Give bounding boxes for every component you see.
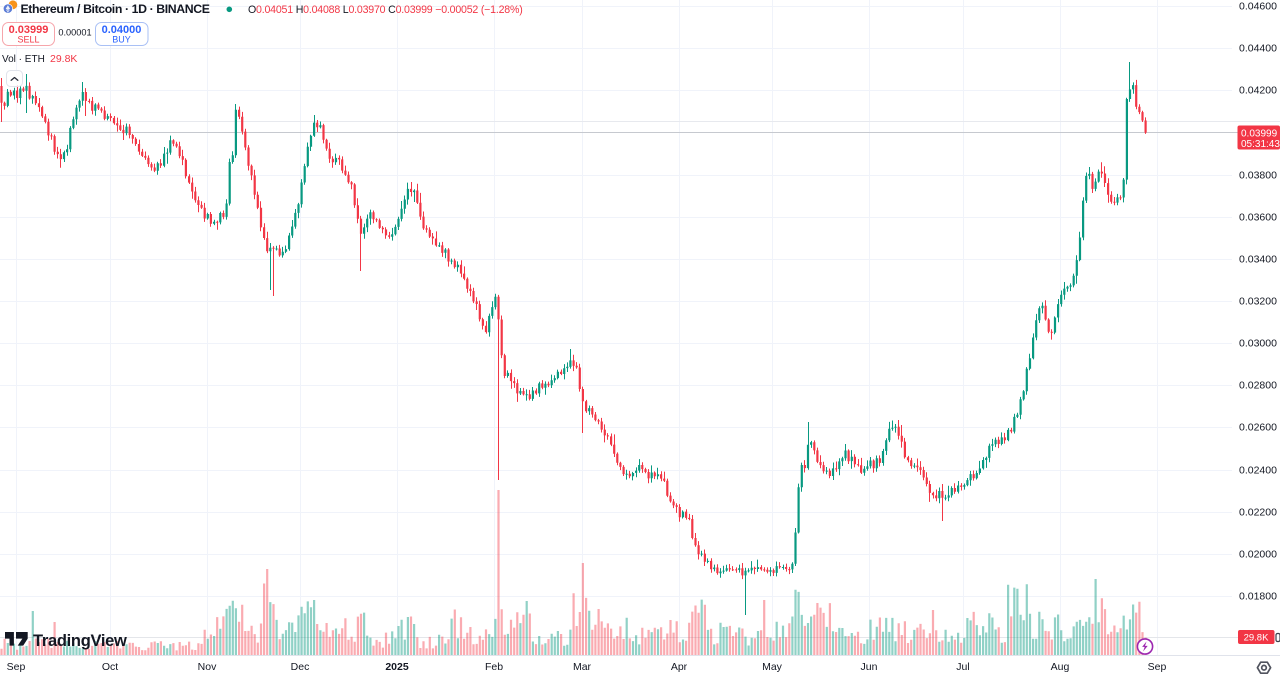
svg-text:0.02800: 0.02800 xyxy=(1239,380,1277,392)
svg-text:Apr: Apr xyxy=(671,661,688,673)
svg-text:0.04600: 0.04600 xyxy=(1239,1,1277,13)
svg-text:0.02400: 0.02400 xyxy=(1239,465,1277,477)
svg-text:0.01800: 0.01800 xyxy=(1239,591,1277,603)
svg-text:0.03000: 0.03000 xyxy=(1239,338,1277,350)
svg-text:0.02600: 0.02600 xyxy=(1239,422,1277,434)
svg-text:0.02000: 0.02000 xyxy=(1239,549,1277,561)
svg-text:Nov: Nov xyxy=(198,661,217,673)
svg-text:Dec: Dec xyxy=(291,661,310,673)
svg-text:0.03800: 0.03800 xyxy=(1239,170,1277,182)
svg-text:0.03999: 0.03999 xyxy=(1241,128,1278,139)
svg-text:TradingView: TradingView xyxy=(33,632,127,650)
svg-text:SELL: SELL xyxy=(17,35,39,45)
svg-text:05:31:43: 05:31:43 xyxy=(1241,139,1280,150)
svg-text:Oct: Oct xyxy=(102,661,118,673)
svg-text:0.03999: 0.03999 xyxy=(9,24,49,36)
svg-text:O0.04051 H0.04088 L0.03970 C0.: O0.04051 H0.04088 L0.03970 C0.03999 −0.0… xyxy=(248,4,523,16)
svg-text:0.04000: 0.04000 xyxy=(102,24,142,36)
svg-text:29.8K: 29.8K xyxy=(50,53,77,65)
svg-text:Ethereum / Bitcoin · 1D · BINA: Ethereum / Bitcoin · 1D · BINANCE xyxy=(21,2,210,16)
svg-text:BUY: BUY xyxy=(112,35,131,45)
svg-text:0.04400: 0.04400 xyxy=(1239,43,1277,55)
svg-text:Feb: Feb xyxy=(485,661,503,673)
svg-text:29.8K: 29.8K xyxy=(1244,632,1269,643)
svg-text:Mar: Mar xyxy=(573,661,592,673)
svg-text:0.03200: 0.03200 xyxy=(1239,296,1277,308)
svg-text:0.00001: 0.00001 xyxy=(58,28,91,38)
svg-text:Sep: Sep xyxy=(7,661,26,673)
svg-text:0.04200: 0.04200 xyxy=(1239,85,1277,97)
svg-text:0.02200: 0.02200 xyxy=(1239,507,1277,519)
svg-text:Jul: Jul xyxy=(956,661,969,673)
svg-text:Aug: Aug xyxy=(1051,661,1070,673)
svg-text:Sep: Sep xyxy=(1148,661,1167,673)
svg-text:Vol · ETH: Vol · ETH xyxy=(2,54,45,65)
svg-text:Jun: Jun xyxy=(861,661,878,673)
svg-text:2025: 2025 xyxy=(385,661,409,673)
svg-text:0.03400: 0.03400 xyxy=(1239,254,1277,266)
svg-text:0.03600: 0.03600 xyxy=(1239,212,1277,224)
svg-text:May: May xyxy=(762,661,783,673)
